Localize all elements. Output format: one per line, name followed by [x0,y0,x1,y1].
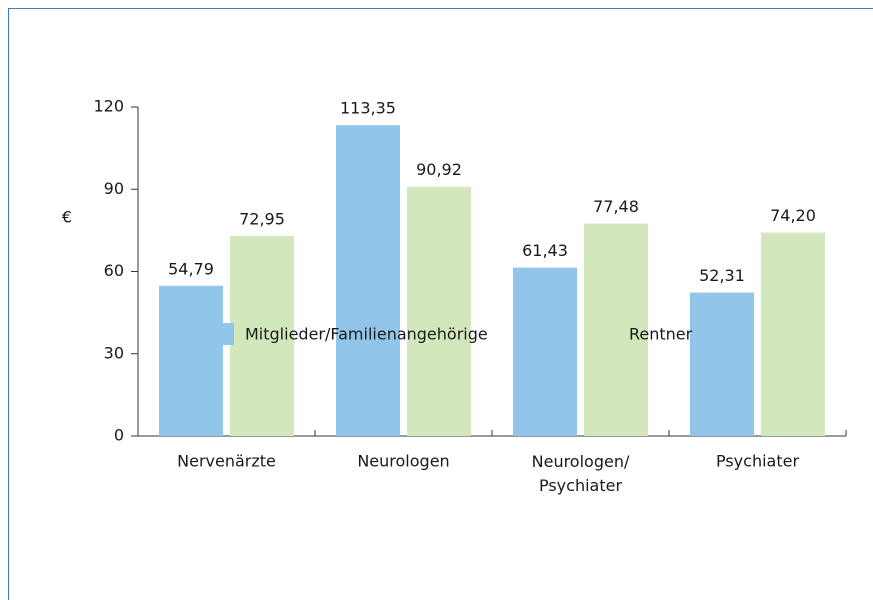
data-label: 61,43 [522,241,568,260]
legend-swatch [596,323,618,345]
data-label: 54,79 [168,259,214,278]
bar [761,232,825,436]
y-tick-label: 120 [93,97,124,116]
legend-swatch [212,323,234,345]
legend-label: Mitglieder/Familienangehörige [245,325,488,344]
y-tick-label: 90 [104,179,124,198]
bar [407,186,471,436]
y-tick-label: 30 [104,343,124,362]
bar [513,267,577,436]
data-label: 113,35 [340,99,396,118]
bar [690,292,754,436]
data-label: 77,48 [593,197,639,216]
y-axis-label: € [62,208,72,227]
x-tick-label: Neurologen [357,452,449,471]
y-tick-label: 60 [104,261,124,280]
bar [159,285,223,436]
x-tick-label: Psychiater [716,452,799,471]
data-label: 72,95 [239,209,285,228]
data-label: 74,20 [770,206,816,225]
x-tick-label: Nervenärzte [177,452,276,471]
x-tick-label: Neurologen/Psychiater [532,452,630,495]
legend-label: Rentner [629,325,693,344]
data-label: 52,31 [699,266,745,285]
y-tick-label: 0 [114,426,124,445]
bar [336,125,400,436]
bar [230,235,294,436]
data-label: 90,92 [416,160,462,179]
